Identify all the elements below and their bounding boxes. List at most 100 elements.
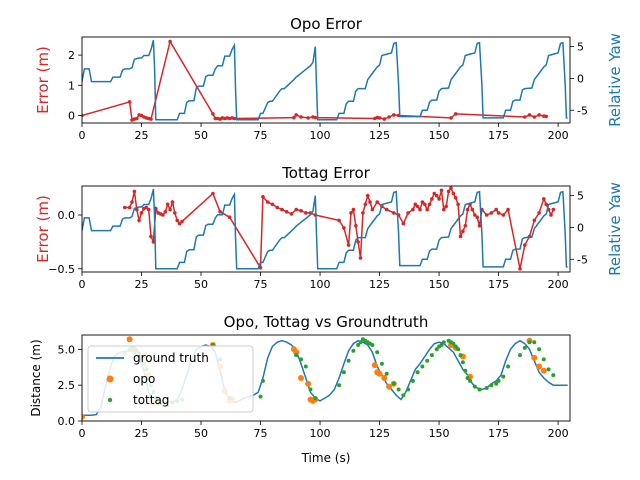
x-tick-label: 0: [79, 427, 86, 440]
error-point: [470, 207, 475, 212]
tottag-point: [410, 378, 415, 383]
y-right-axis-label: Relative Yaw: [606, 182, 624, 276]
error-point: [465, 207, 470, 212]
x-tick-label: 100: [310, 129, 331, 142]
opo-point: [376, 370, 383, 377]
error-point: [280, 207, 284, 212]
error-point: [232, 116, 237, 121]
error-point: [161, 213, 165, 217]
error-point: [461, 229, 465, 233]
tottag-point: [391, 381, 396, 386]
y-tick-label: 0: [68, 109, 75, 122]
error-point: [354, 224, 358, 228]
tottag-point: [501, 374, 506, 379]
x-tick-label: 75: [254, 129, 268, 142]
tottag-point: [356, 343, 361, 347]
error-point: [387, 115, 391, 119]
opo-point: [305, 380, 312, 387]
tottag-point: [434, 347, 439, 352]
tottag-point: [456, 347, 461, 352]
tottag-point: [425, 358, 430, 363]
opo-point: [371, 362, 378, 369]
error-point: [211, 112, 215, 116]
tottag-point: [396, 387, 401, 392]
y-right-tick-label: 0: [577, 72, 584, 85]
error-point: [299, 115, 303, 119]
error-point: [306, 116, 310, 120]
error-point: [392, 113, 396, 117]
error-point: [544, 114, 548, 119]
error-point: [501, 213, 506, 217]
tottag-point: [260, 378, 265, 383]
error-point: [434, 193, 439, 198]
tottag-point: [375, 350, 380, 355]
x-tick-label: 50: [194, 427, 208, 440]
error-point: [342, 226, 346, 230]
error-point: [549, 213, 553, 217]
legend-label: opo: [133, 372, 155, 386]
tottag-point: [384, 371, 389, 376]
error-point: [430, 197, 434, 201]
opo-point: [386, 383, 393, 390]
error-point: [437, 197, 441, 201]
tottag-point: [453, 344, 458, 349]
error-line: [124, 186, 554, 271]
x-tick-label: 175: [488, 278, 509, 291]
tottag-point: [477, 387, 482, 392]
error-point: [123, 205, 127, 210]
tottag-point: [518, 353, 522, 358]
error-point: [453, 112, 458, 116]
tottag-point: [294, 353, 299, 358]
x-tick-label: 50: [194, 278, 208, 291]
x-tick-label: 0: [79, 278, 86, 291]
error-point: [375, 200, 380, 204]
x-tick-label: 125: [369, 278, 390, 291]
error-point: [135, 207, 139, 212]
legend-tottag-marker: [107, 397, 113, 403]
x-tick-label: 25: [135, 278, 149, 291]
error-point: [427, 202, 432, 207]
error-point: [165, 202, 170, 207]
tottag-point: [494, 381, 499, 386]
opo-point: [531, 354, 538, 361]
x-axis-label: Time (s): [301, 451, 351, 465]
tottag-point: [551, 373, 556, 378]
plot-frame: [81, 185, 571, 273]
tottag-point: [522, 345, 527, 350]
tottag-point: [532, 340, 537, 345]
error-point: [337, 218, 341, 223]
error-point: [544, 202, 548, 207]
error-point: [289, 212, 294, 216]
chart-title: Tottag Error: [281, 164, 370, 182]
y-axis-label: Distance (m): [29, 339, 43, 416]
relative-yaw-line: [82, 40, 568, 121]
error-point: [218, 210, 222, 214]
error-point: [442, 207, 446, 212]
x-tick-label: 125: [369, 427, 390, 440]
error-point: [401, 221, 406, 226]
x-tick-label: 25: [135, 129, 149, 142]
x-tick-label: 175: [488, 427, 509, 440]
x-tick-label: 200: [548, 129, 569, 142]
error-point: [168, 207, 172, 212]
error-point: [146, 207, 151, 212]
x-tick-label: 100: [310, 278, 331, 291]
error-point: [294, 207, 299, 212]
chart-title: Opo Error: [290, 15, 363, 33]
tottag-point: [401, 393, 406, 398]
tottag-point: [496, 378, 501, 383]
error-point: [449, 116, 453, 120]
opo-point: [540, 367, 547, 374]
tottag-point: [406, 387, 411, 392]
x-tick-label: 150: [429, 278, 450, 291]
error-point: [370, 207, 375, 212]
error-point: [523, 243, 527, 247]
error-point: [439, 188, 444, 193]
x-tick-label: 200: [548, 278, 569, 291]
y-right-axis-label: Relative Yaw: [606, 33, 624, 127]
opo-point: [381, 375, 388, 381]
error-point: [177, 221, 182, 226]
opo-point: [82, 413, 85, 420]
error-point: [446, 189, 451, 194]
y-right-tick-label: 5: [577, 41, 584, 54]
